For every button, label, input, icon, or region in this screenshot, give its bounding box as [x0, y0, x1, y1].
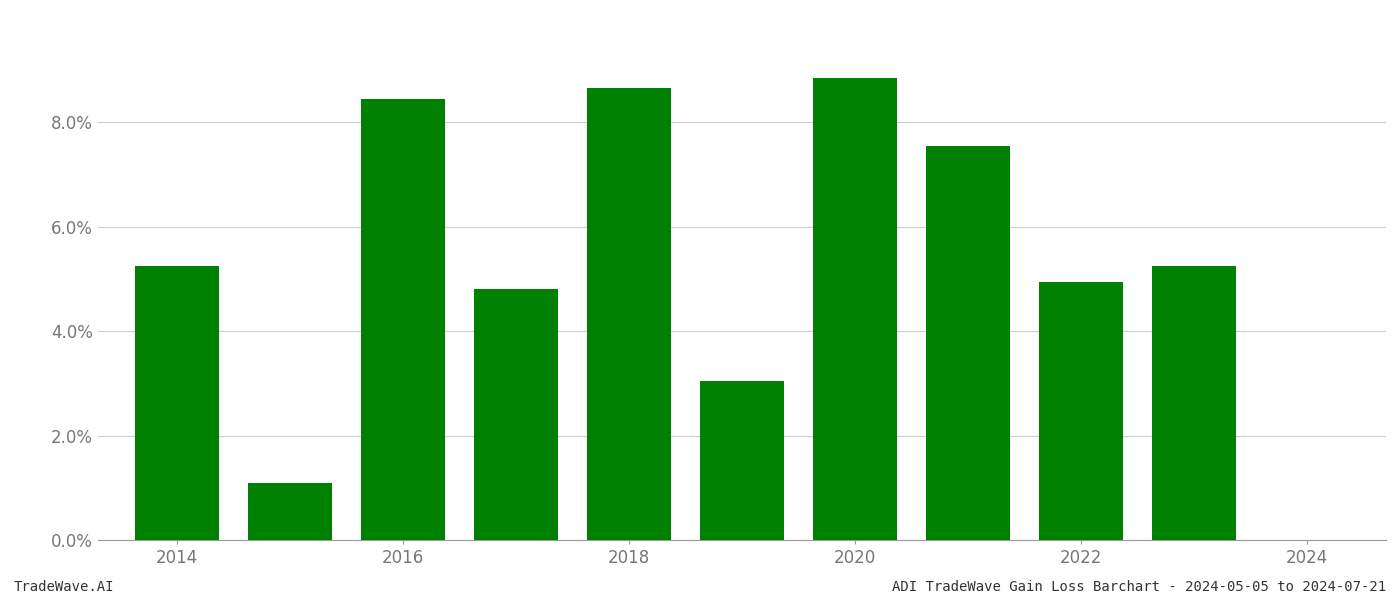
Bar — [925, 146, 1011, 540]
Bar — [473, 289, 559, 540]
Text: TradeWave.AI: TradeWave.AI — [14, 580, 115, 594]
Bar — [248, 482, 332, 540]
Bar — [134, 266, 220, 540]
Bar — [700, 381, 784, 540]
Bar — [812, 78, 897, 540]
Bar — [361, 99, 445, 540]
Bar — [587, 88, 672, 540]
Bar — [1152, 266, 1236, 540]
Bar — [1039, 281, 1123, 540]
Text: ADI TradeWave Gain Loss Barchart - 2024-05-05 to 2024-07-21: ADI TradeWave Gain Loss Barchart - 2024-… — [892, 580, 1386, 594]
